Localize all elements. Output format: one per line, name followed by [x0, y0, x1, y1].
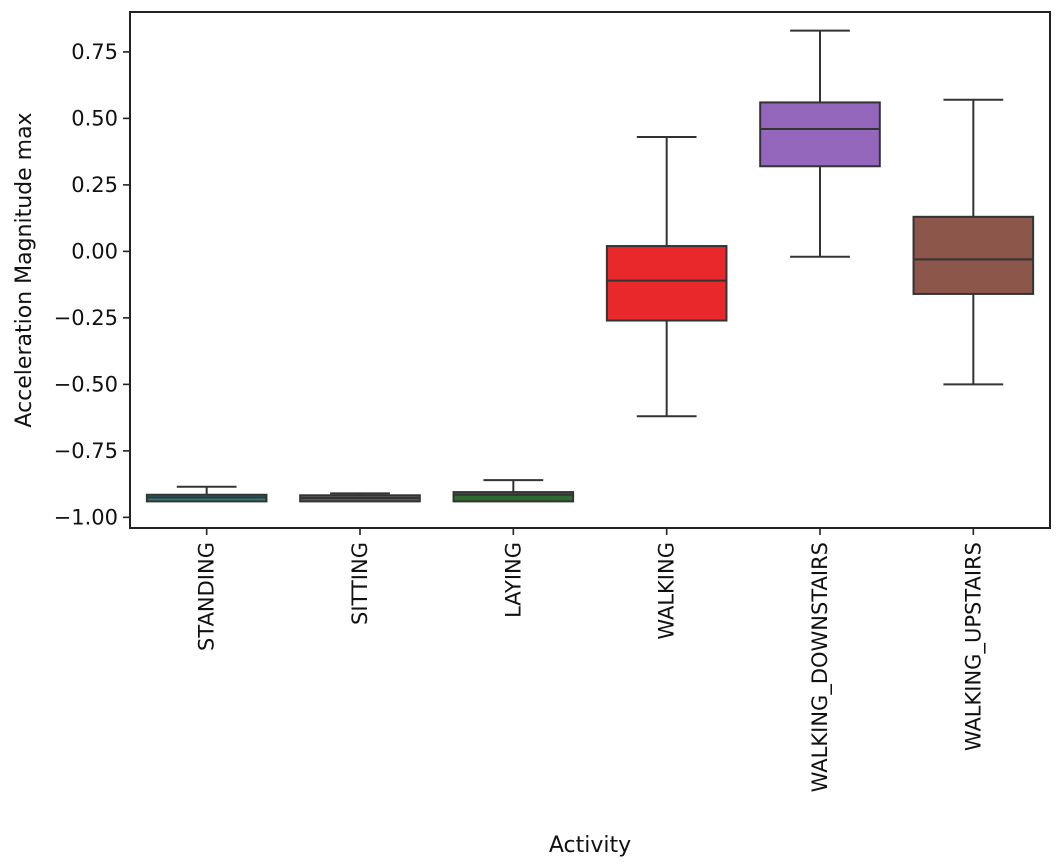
box-series — [145, 29, 1035, 503]
plot-frame — [129, 11, 1051, 529]
x-axis-title: Activity — [549, 833, 631, 858]
x-tick-label: WALKING_DOWNSTAIRS — [808, 542, 833, 792]
y-tick-label: 0.00 — [71, 239, 118, 263]
box-sitting — [299, 492, 421, 503]
y-tick-label: 0.50 — [71, 106, 118, 130]
x-tick-label: STANDING — [195, 542, 219, 651]
x-tick-label: WALKING — [655, 542, 679, 640]
box-walking-downstairs — [759, 29, 881, 258]
y-tick-label: 0.25 — [71, 173, 118, 197]
iqr-box — [605, 245, 728, 322]
y-tick-label: −0.75 — [54, 439, 118, 463]
y-tick-label: −0.50 — [54, 372, 118, 396]
x-tick-label: LAYING — [501, 542, 525, 618]
x-tick-label: SITTING — [348, 542, 372, 625]
box-walking — [605, 136, 728, 418]
y-tick-label: −1.00 — [54, 505, 118, 529]
y-axis-title: Acceleration Magnitude max — [12, 112, 37, 427]
iqr-box — [452, 491, 575, 503]
iqr-box — [759, 101, 881, 168]
box-walking-upstairs — [912, 98, 1035, 386]
iqr-box — [912, 215, 1035, 295]
x-tick-label: WALKING_UPSTAIRS — [961, 542, 986, 751]
y-tick-label: 0.75 — [71, 40, 118, 64]
y-axis-ticks: −1.00 −0.75 −0.50 −0.25 0.00 0.25 0.50 0.75 — [54, 40, 130, 529]
box-standing — [145, 485, 268, 503]
x-axis-ticks: STANDING SITTING LAYING WALKING WALKING_DOWN… — [195, 528, 986, 792]
y-tick-label: −0.25 — [54, 306, 118, 330]
box-laying — [452, 479, 575, 503]
